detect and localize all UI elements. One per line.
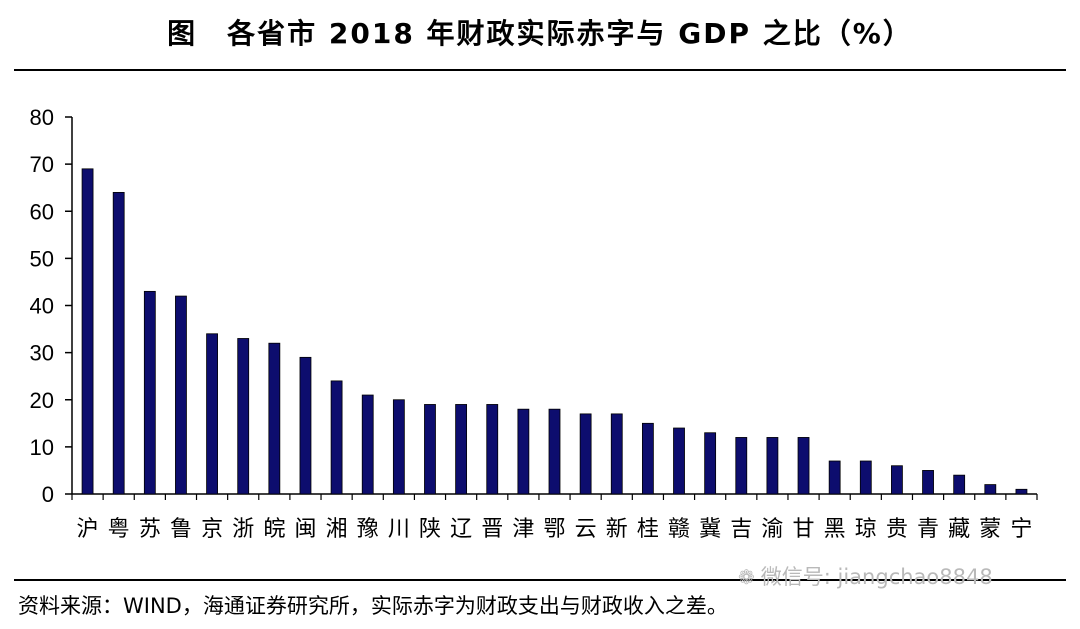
y-tick-label: 70 bbox=[30, 152, 54, 177]
title-divider bbox=[14, 69, 1066, 71]
source-note: 资料来源：WIND，海通证券研究所，实际赤字为财政支出与财政收入之差。 bbox=[18, 594, 728, 618]
bar bbox=[455, 404, 468, 495]
bar bbox=[859, 460, 872, 495]
bar bbox=[735, 437, 748, 495]
bar bbox=[175, 295, 187, 495]
x-tick-label: 陕 bbox=[419, 517, 441, 542]
watermark-text: 微信号: jiangchao8848 bbox=[760, 565, 993, 589]
bar bbox=[424, 404, 436, 495]
x-tick-label: 粤 bbox=[108, 517, 130, 542]
bar bbox=[81, 168, 94, 495]
bar bbox=[766, 437, 779, 495]
bar bbox=[392, 399, 405, 495]
bar bbox=[610, 413, 623, 495]
bar bbox=[673, 427, 685, 495]
bar bbox=[984, 484, 997, 495]
x-tick-label: 辽 bbox=[450, 517, 472, 542]
x-tick-label: 浙 bbox=[232, 517, 254, 542]
bar bbox=[828, 460, 841, 495]
bar-series bbox=[81, 168, 1028, 495]
bar bbox=[486, 404, 499, 495]
y-tick-label: 0 bbox=[42, 482, 54, 507]
x-tick-label: 湘 bbox=[326, 517, 348, 542]
wechat-icon: ❁ bbox=[738, 565, 755, 589]
x-tick-label: 晋 bbox=[481, 517, 503, 542]
bar bbox=[517, 408, 530, 495]
bar bbox=[797, 437, 810, 495]
x-tick-label: 津 bbox=[512, 517, 534, 542]
bar bbox=[268, 342, 281, 495]
x-axis bbox=[71, 493, 1038, 500]
bar bbox=[579, 413, 592, 495]
bar bbox=[1015, 488, 1028, 495]
bar bbox=[548, 408, 561, 495]
x-tick-label: 云 bbox=[575, 517, 597, 542]
x-tick-labels: 沪粤苏鲁京浙皖闽湘豫川陕辽晋津鄂云新桂赣冀吉渝甘黑琼贵青藏蒙宁 bbox=[77, 517, 1033, 542]
bar bbox=[922, 470, 934, 495]
x-tick-label: 宁 bbox=[1010, 517, 1032, 542]
footer-divider bbox=[14, 579, 1066, 581]
bar bbox=[112, 191, 125, 495]
y-tick-label: 30 bbox=[30, 341, 54, 366]
x-tick-label: 豫 bbox=[357, 517, 379, 542]
x-tick-label: 桂 bbox=[637, 517, 659, 542]
x-tick-label: 黑 bbox=[824, 517, 846, 542]
x-tick-label: 苏 bbox=[139, 517, 161, 542]
y-tick-label: 50 bbox=[30, 246, 54, 271]
watermark: ❁ 微信号: jiangchao8848 bbox=[738, 561, 993, 591]
x-tick-label: 贵 bbox=[886, 517, 908, 542]
bar bbox=[953, 474, 966, 495]
bar bbox=[143, 290, 156, 495]
x-tick-label: 甘 bbox=[793, 517, 815, 542]
y-tick-label: 20 bbox=[30, 388, 54, 413]
x-tick-label: 藏 bbox=[948, 517, 970, 542]
y-tick-label: 40 bbox=[30, 294, 54, 319]
y-tick-label: 10 bbox=[30, 435, 54, 460]
x-tick-label: 渝 bbox=[761, 517, 783, 542]
y-tick-label: 80 bbox=[30, 105, 54, 130]
x-tick-label: 蒙 bbox=[979, 517, 1001, 542]
bar bbox=[237, 338, 250, 495]
x-tick-label: 京 bbox=[201, 517, 223, 542]
bar bbox=[641, 422, 654, 495]
bar bbox=[704, 432, 717, 495]
x-tick-label: 川 bbox=[388, 517, 410, 542]
x-tick-label: 青 bbox=[917, 517, 939, 542]
bar bbox=[361, 394, 374, 495]
x-tick-label: 沪 bbox=[77, 517, 99, 542]
y-axis: 0 10 20 30 40 50 60 70 80 bbox=[30, 105, 73, 507]
bar bbox=[299, 356, 312, 495]
x-tick-label: 琼 bbox=[855, 517, 877, 542]
x-tick-label: 鄂 bbox=[543, 517, 565, 542]
x-tick-label: 赣 bbox=[668, 517, 690, 542]
bar bbox=[330, 380, 343, 495]
x-tick-label: 冀 bbox=[699, 517, 721, 542]
x-tick-label: 新 bbox=[606, 517, 628, 542]
chart-title: 图 各省市 2018 年财政实际赤字与 GDP 之比（%） bbox=[167, 17, 913, 50]
x-tick-label: 皖 bbox=[263, 517, 285, 542]
y-tick-label: 60 bbox=[30, 199, 54, 224]
x-tick-label: 鲁 bbox=[170, 517, 192, 542]
x-tick-label: 闽 bbox=[294, 517, 316, 542]
bar bbox=[206, 333, 218, 495]
bar bbox=[891, 465, 903, 495]
x-tick-label: 吉 bbox=[730, 517, 752, 542]
